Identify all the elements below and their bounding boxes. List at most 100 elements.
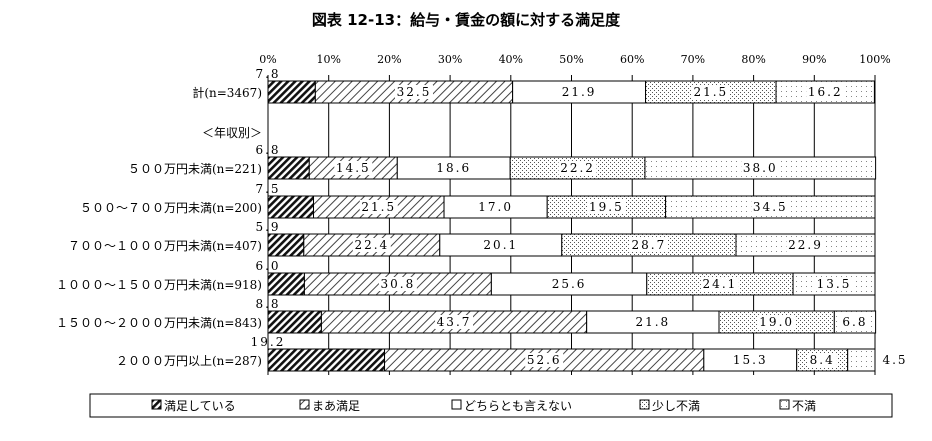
data-label: 32.5 (397, 85, 432, 99)
data-label: 19.5 (589, 200, 624, 214)
data-label: 24.1 (703, 277, 738, 291)
x-tick-label: 70% (681, 53, 705, 66)
bar-segment (267, 348, 386, 372)
data-label: 28.7 (632, 238, 667, 252)
data-label: 7.5 (255, 182, 280, 196)
bar-segment (267, 272, 305, 296)
data-label: 34.5 (753, 200, 788, 214)
x-tick-label: 40% (499, 53, 523, 66)
legend: 満足している まあ満足 どちらとも言えない 少し不満 不満 (151, 399, 816, 413)
data-label-bg (731, 353, 770, 367)
x-tick-label: 20% (377, 53, 401, 66)
data-label-bg (633, 315, 672, 329)
x-tick-label: 60% (620, 53, 644, 66)
legend-label: どちらとも言えない (464, 399, 572, 413)
data-label: 22.4 (354, 238, 389, 252)
data-label: 6.8 (255, 143, 280, 157)
data-label: 15.3 (733, 353, 768, 367)
data-label: 20.1 (483, 238, 518, 252)
x-tick-labels: 0% 10% 20% 30% 40% 50% 60% 70% 80% 90% 100% (259, 53, 890, 66)
legend-label: 不満 (792, 399, 816, 413)
x-tick-label: 30% (438, 53, 462, 66)
data-label-bg (741, 161, 780, 175)
x-tick-label: 90% (802, 53, 826, 66)
data-label-bg (751, 200, 790, 214)
data-label: 8.4 (810, 353, 835, 367)
data-label-bg (550, 277, 589, 291)
bar-segment (267, 233, 305, 257)
category-label: ５００～７００万円未満(n=200) (80, 201, 262, 215)
legend-box (89, 393, 893, 418)
data-label-bg (786, 238, 825, 252)
data-label: 25.6 (552, 277, 587, 291)
data-label: 22.9 (788, 238, 823, 252)
data-label: 52.6 (527, 353, 562, 367)
category-label: ＜年収別＞ (202, 126, 262, 140)
category-label: ７００～１０００万円未満(n=407) (68, 239, 262, 253)
data-label: 21.8 (635, 315, 670, 329)
data-label: 18.6 (436, 161, 471, 175)
bar-segment (267, 195, 315, 219)
data-label-bg (700, 277, 739, 291)
data-label: 38.0 (743, 161, 778, 175)
category-label: １０００～１５００万円未満(n=918) (56, 278, 262, 292)
bar-segment (267, 156, 310, 180)
data-label: 6.0 (255, 259, 280, 273)
category-label: 計(n=3467) (192, 85, 262, 100)
data-label: 22.2 (560, 161, 595, 175)
data-label-bg (691, 85, 730, 99)
legend-swatch (639, 399, 650, 410)
data-label-bg (352, 238, 391, 252)
data-label-bg (840, 315, 870, 329)
category-label: ２０００万円以上(n=287) (116, 354, 262, 368)
data-label: 8.8 (255, 297, 280, 311)
data-label: 14.5 (336, 161, 371, 175)
data-label-bg (558, 161, 597, 175)
data-label: 4.5 (882, 353, 907, 367)
data-label-bg (560, 85, 599, 99)
x-tick-label: 50% (559, 53, 583, 66)
x-tick-label: 80% (741, 53, 765, 66)
data-label: 19.2 (251, 335, 286, 349)
data-label: 13.5 (817, 277, 852, 291)
data-label: 43.7 (437, 315, 472, 329)
bar-segments (267, 80, 877, 372)
legend-label: まあ満足 (312, 399, 360, 413)
data-label-bg (525, 353, 564, 367)
data-label-bg (757, 315, 796, 329)
data-label: 6.8 (842, 315, 867, 329)
data-label: 7.8 (255, 67, 280, 81)
data-label-bg (481, 238, 520, 252)
data-label: 19.0 (759, 315, 794, 329)
data-label: 17.0 (478, 200, 513, 214)
data-label-bg (435, 315, 474, 329)
category-labels: 計(n=3467) ＜年収別＞ ５００万円未満(n=221) ５００～７００万円未満(… (56, 85, 262, 368)
bar-segment (847, 348, 876, 372)
legend-swatch (151, 399, 162, 410)
data-label: 21.9 (562, 85, 597, 99)
data-label-bg (434, 161, 473, 175)
data-label: 21.5 (361, 200, 396, 214)
data-label-bg (806, 85, 845, 99)
legend-swatch (299, 399, 310, 410)
category-label: ５００万円未満(n=221) (128, 162, 262, 176)
bar-segment (267, 310, 322, 334)
data-label-bg (378, 277, 417, 291)
bar-segment (267, 80, 316, 104)
data-label: 30.8 (381, 277, 416, 291)
x-tick-label: 100% (859, 53, 890, 66)
data-label-bg (334, 161, 373, 175)
category-label: １５００～２０００万円未満(n=843) (56, 316, 262, 330)
data-label: 5.9 (255, 220, 280, 234)
data-label-bg (394, 85, 433, 99)
data-label: 16.2 (808, 85, 843, 99)
data-labels: 7.8 32.5 21.9 21.5 16.2 6.8 14.5 18.6 22.2 38.0 7.… (251, 67, 907, 367)
legend-label: 少し不満 (652, 399, 700, 413)
data-label-bg (359, 200, 398, 214)
legend-swatch (779, 399, 790, 410)
data-label-bg (807, 353, 837, 367)
data-label-bg (629, 238, 668, 252)
data-label-bg (815, 277, 854, 291)
data-label: 21.5 (693, 85, 728, 99)
